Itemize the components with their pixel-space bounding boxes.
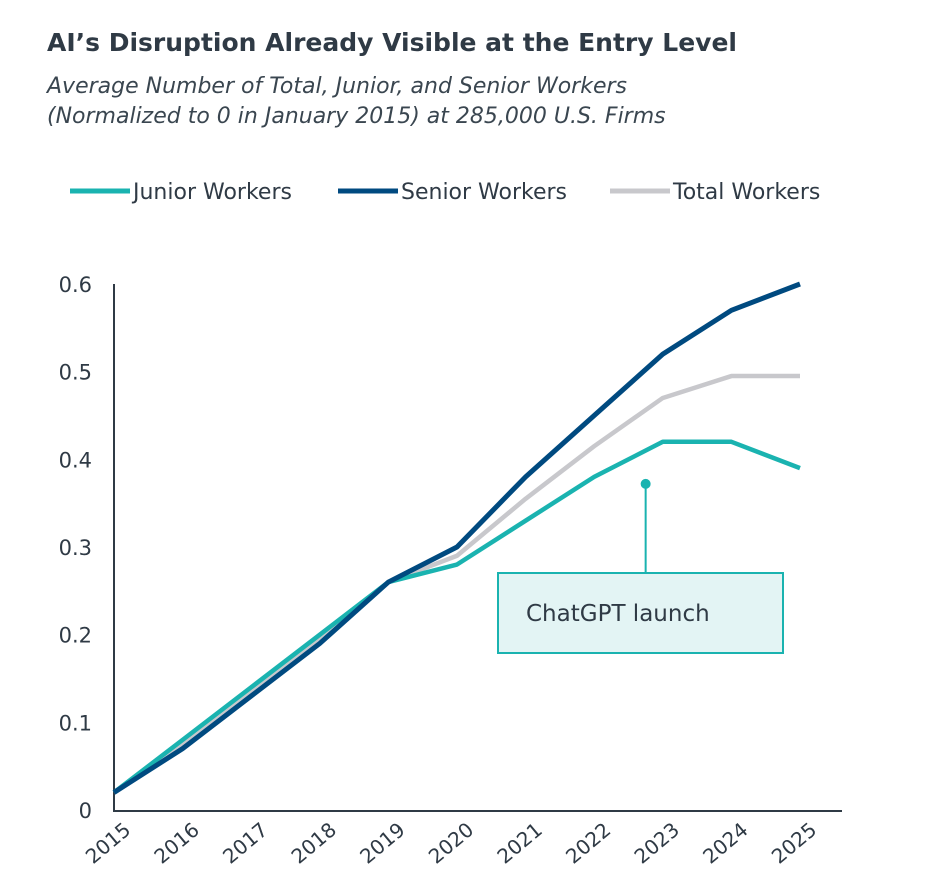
annotation-dot [640, 478, 651, 489]
x-tick-label: 2019 [355, 817, 409, 868]
legend-label: Total Workers [672, 180, 820, 205]
x-tick-label: 2021 [492, 817, 546, 868]
y-tick-label: 0.1 [59, 711, 92, 735]
x-tick-label: 2016 [149, 817, 203, 868]
legend-label: Senior Workers [401, 180, 567, 205]
series-line-senior-workers [112, 281, 801, 795]
x-tick-label: 2022 [561, 817, 615, 868]
y-tick-label: 0 [79, 799, 92, 823]
subtitle-line: (Normalized to 0 in January 2015) at 285… [47, 104, 666, 129]
x-tick-label: 2015 [81, 817, 135, 868]
x-tick-label: 2024 [698, 817, 752, 868]
legend-label: Junior Workers [131, 180, 292, 205]
y-tick-label: 0.6 [59, 273, 92, 297]
y-tick-label: 0.4 [59, 448, 92, 472]
annotation-label: ChatGPT launch [526, 601, 710, 627]
series-line-total-workers [112, 373, 800, 795]
y-tick-label: 0.3 [59, 536, 92, 560]
y-tick-label: 0.5 [59, 361, 92, 385]
x-tick-label: 2025 [767, 817, 821, 868]
chart-title: AI’s Disruption Already Visible at the E… [47, 28, 737, 57]
y-tick-label: 0.2 [59, 624, 92, 648]
subtitle-line: Average Number of Total, Junior, and Sen… [47, 74, 628, 99]
series-line-junior-workers [112, 439, 801, 795]
x-tick-label: 2017 [218, 817, 272, 868]
x-tick-label: 2018 [287, 817, 341, 868]
chart-subtitle: Average Number of Total, Junior, and Sen… [47, 72, 666, 132]
x-tick-label: 2023 [630, 817, 684, 868]
annotation-box [497, 572, 784, 654]
x-tick-label: 2020 [424, 817, 478, 868]
